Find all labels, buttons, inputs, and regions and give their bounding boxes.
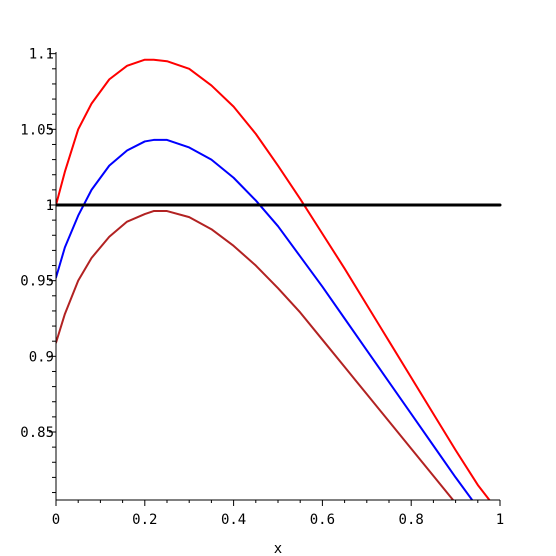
x-tick-label: 1 [496,512,504,528]
y-tick-label: 0.95 [20,274,54,290]
y-tick-label: 1 [46,198,54,214]
labels-layer: 0 0.2 0.4 0.6 0.8 1 0.85 0.9 0.95 1 1.05 1.1 [20,47,504,528]
x-tick-label: 0.6 [310,512,335,528]
series-layer [56,58,502,500]
axes-layer [49,52,501,506]
y-tick-label: 0.9 [29,349,54,365]
x-tick-label: 0.4 [221,512,246,528]
x-tick-label: 0.8 [399,512,424,528]
series-line-3 [56,210,455,500]
series-line-1 [56,58,491,500]
y-tick-label: 0.85 [20,425,54,441]
y-tick-label: 1.1 [29,47,54,63]
x-tick-label: 0 [52,512,60,528]
series-line-2 [56,138,474,500]
x-tick-label: 0.2 [132,512,157,528]
y-tick-label: 1.05 [20,122,54,138]
x-axis-title: x [274,541,282,556]
